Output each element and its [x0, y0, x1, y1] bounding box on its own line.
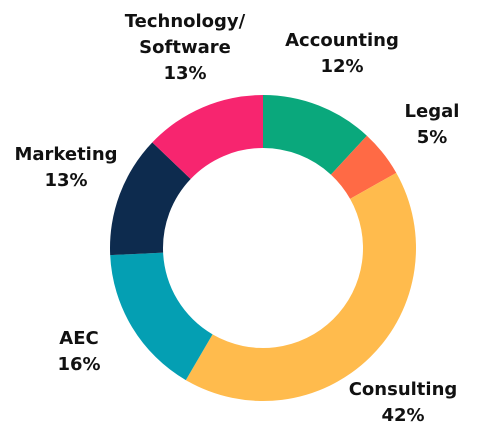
label-accounting-name: Accounting — [285, 30, 399, 51]
donut-slice-technology-software — [152, 95, 263, 179]
label-accounting: Accounting 12% — [285, 28, 399, 80]
label-technology-value: 13% — [163, 63, 207, 84]
label-consulting-value: 42% — [381, 405, 425, 426]
label-technology-name-line2: Software — [139, 37, 231, 58]
label-consulting: Consulting 42% — [349, 377, 458, 429]
label-legal-name: Legal — [404, 101, 460, 122]
label-marketing: Marketing 13% — [14, 142, 117, 194]
label-marketing-name: Marketing — [14, 144, 118, 165]
label-consulting-name: Consulting — [348, 379, 458, 400]
donut-slice-consulting — [185, 172, 416, 401]
label-aec: AEC 16% — [57, 326, 100, 378]
label-legal-value: 5% — [416, 127, 448, 148]
label-accounting-value: 12% — [320, 56, 364, 77]
label-marketing-value: 13% — [44, 170, 88, 191]
label-technology-software: Technology/ Software 13% — [125, 9, 246, 87]
donut-slice-aec — [110, 252, 213, 381]
donut-slice-accounting — [263, 95, 367, 175]
label-aec-name: AEC — [59, 328, 99, 349]
donut-slice-legal — [330, 135, 397, 199]
label-aec-value: 16% — [57, 354, 101, 375]
label-legal: Legal 5% — [405, 99, 460, 151]
label-technology-name-line1: Technology/ — [124, 11, 246, 32]
donut-slice-marketing — [110, 142, 191, 256]
